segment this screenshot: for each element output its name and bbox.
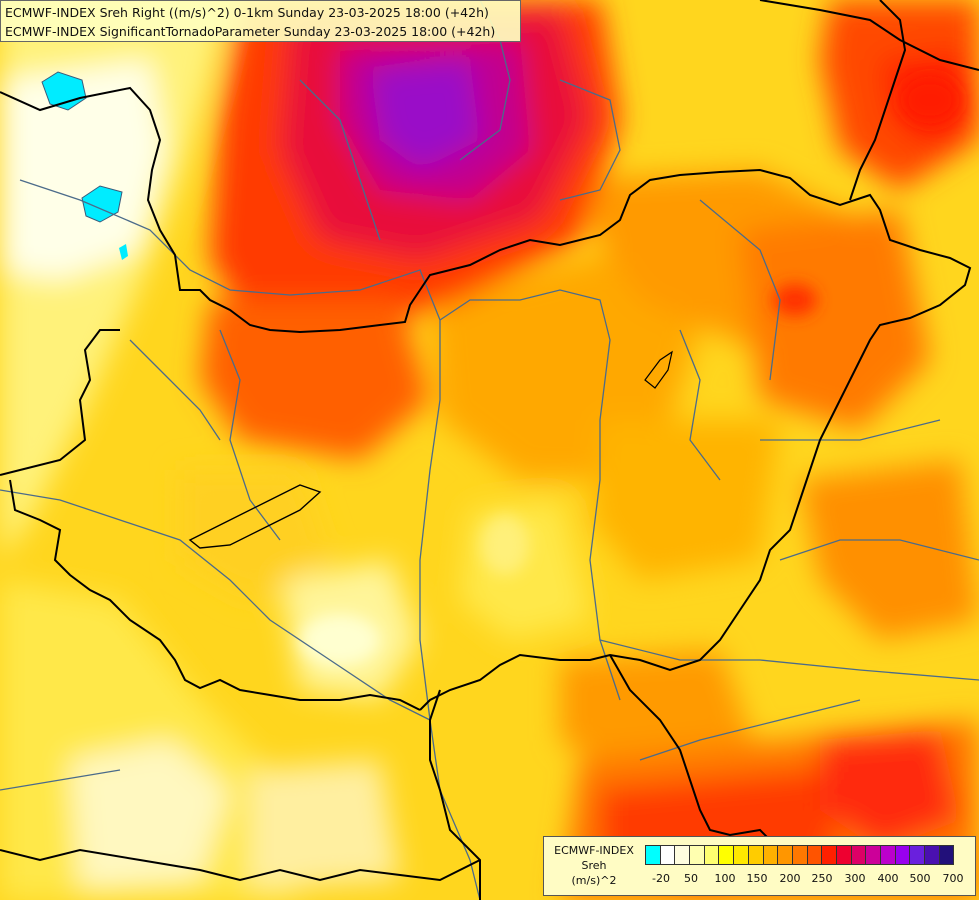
legend-tick-label: 700 (942, 872, 964, 885)
legend-label-3: (m/s)^2 (571, 874, 617, 887)
legend-swatch (659, 845, 676, 865)
legend-swatch (821, 845, 837, 865)
legend-swatch (909, 845, 926, 865)
legend-tick-label: 300 (844, 872, 866, 885)
title-box: ECMWF-INDEX Sreh Right ((m/s)^2) 0-1km S… (0, 0, 521, 42)
legend: ECMWF-INDEX Sreh (m/s)^2 -20 50 100 150 200 2… (543, 836, 976, 896)
legend-swatch (791, 845, 808, 865)
legend-swatch (674, 845, 691, 865)
legend-swatch (718, 845, 735, 865)
legend-swatch (850, 845, 867, 865)
legend-swatch (835, 845, 852, 865)
legend-swatch (645, 845, 661, 865)
legend-tick-label: 400 (877, 872, 899, 885)
legend-swatch (762, 845, 779, 865)
legend-tick-label: -20 (652, 872, 670, 885)
legend-swatch (733, 845, 749, 865)
title-line-1: ECMWF-INDEX Sreh Right ((m/s)^2) 0-1km S… (5, 5, 489, 20)
legend-tick-label: 50 (684, 872, 698, 885)
legend-swatch (938, 845, 955, 865)
legend-tick-label: 250 (811, 872, 833, 885)
legend-label-2: Sreh (581, 859, 607, 872)
legend-tick-label: 100 (714, 872, 736, 885)
legend-tick-label: 200 (779, 872, 801, 885)
legend-swatch (894, 845, 911, 865)
lake-outline (188, 484, 322, 549)
legend-tick-label: 150 (746, 872, 768, 885)
legend-tick-label: 500 (909, 872, 931, 885)
lake (81, 185, 123, 223)
legend-swatch (747, 845, 764, 865)
legend-swatch (880, 845, 896, 865)
lake-outline (644, 350, 673, 389)
legend-swatch (689, 845, 705, 865)
legend-ticks: -20 50 100 150 200 250 300 400 500 700 (645, 872, 965, 888)
lake (119, 244, 128, 260)
legend-swatch (777, 845, 793, 865)
legend-swatch (806, 845, 823, 865)
legend-color-bar (645, 845, 955, 865)
legend-label: ECMWF-INDEX Sreh (m/s)^2 (546, 843, 642, 888)
title-line-2: ECMWF-INDEX SignificantTornadoParameter … (5, 24, 496, 39)
legend-swatch (924, 845, 940, 865)
legend-label-1: ECMWF-INDEX (554, 844, 634, 857)
legend-swatch (865, 845, 881, 865)
legend-swatch (703, 845, 720, 865)
